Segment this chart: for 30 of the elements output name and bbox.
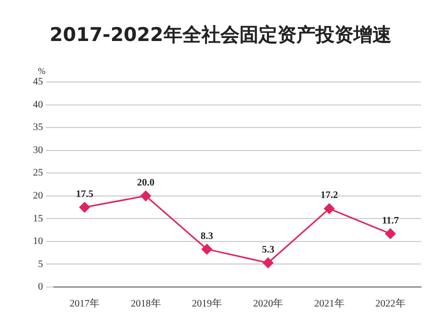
point (262, 258, 274, 268)
y-tick-label: 15 (33, 213, 43, 224)
chart-title: 2017-2022年全社会固定资产投资增速 (48, 23, 392, 48)
data-label: 8.3 (200, 230, 214, 242)
point (140, 190, 151, 202)
data-label: 5.3 (262, 244, 274, 256)
y-axis-title: % (38, 66, 46, 76)
data-label: 11.7 (382, 215, 399, 226)
x-tick-label: 2021年 (314, 298, 344, 310)
y-tick-label: 30 (33, 144, 43, 156)
x-tick-label: 2022年 (375, 298, 406, 310)
data-label: 17.5 (76, 188, 94, 200)
y-tick-label: 10 (33, 236, 43, 248)
x-tick-label: 2019年 (192, 298, 222, 310)
y-tick-label: 0 (38, 282, 43, 293)
point (79, 202, 90, 213)
x-tick-label: 2018年 (130, 298, 161, 310)
y-tick-label: 45 (33, 76, 43, 88)
point (385, 228, 396, 239)
data-label: 20.0 (137, 177, 154, 188)
y-tick-label: 5 (38, 258, 43, 270)
point (202, 244, 212, 254)
y-tick-label: 25 (33, 168, 43, 179)
point (324, 203, 334, 214)
x-tick-label: 2020年 (253, 298, 284, 310)
y-tick-label: 20 (33, 190, 43, 202)
y-tick-label: 40 (33, 99, 43, 110)
data-label: 17.2 (320, 190, 338, 202)
y-tick-label: 35 (33, 122, 43, 134)
x-tick-label: 2017年 (70, 298, 100, 310)
